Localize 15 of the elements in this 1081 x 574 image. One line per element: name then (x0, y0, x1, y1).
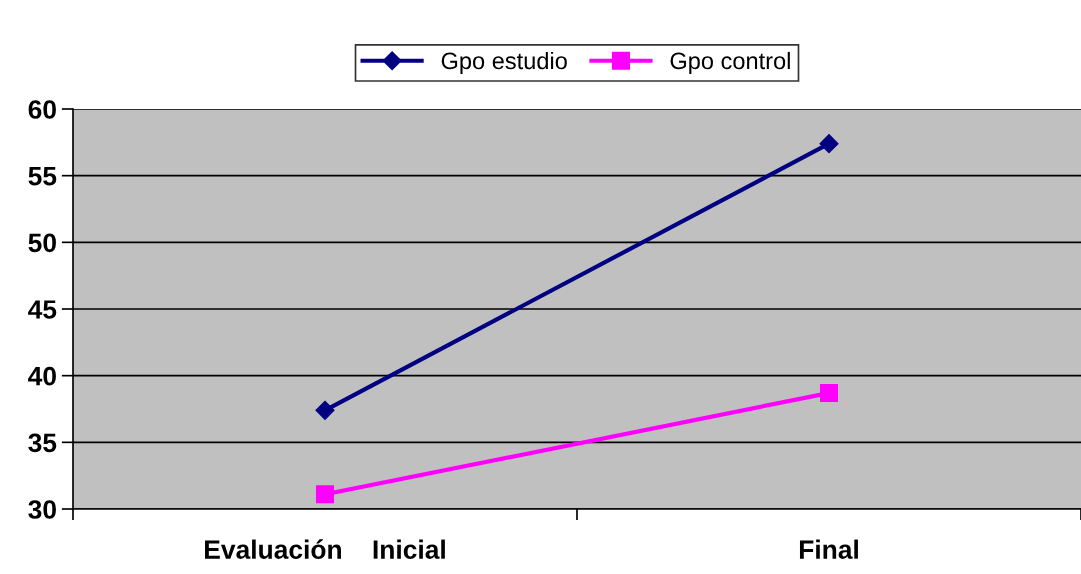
y-tick-label: 45 (28, 300, 57, 319)
point (315, 400, 335, 420)
y-tick-label: 50 (28, 233, 56, 253)
legend-label: Gpo control (670, 51, 790, 74)
x-tick-label: Evaluación Inicial (205, 539, 445, 559)
y-tick-label: 35 (28, 433, 57, 453)
point (819, 134, 839, 154)
y-tick-label: 40 (28, 366, 56, 386)
point (819, 383, 839, 403)
x-tick-label: Final (799, 539, 858, 559)
legend-label: Gpo estudio (441, 51, 567, 74)
y-tick-label: 30 (28, 500, 56, 519)
y-tick-label: 60 (28, 100, 56, 119)
point (315, 485, 335, 504)
y-tick-label: 55 (28, 167, 57, 186)
